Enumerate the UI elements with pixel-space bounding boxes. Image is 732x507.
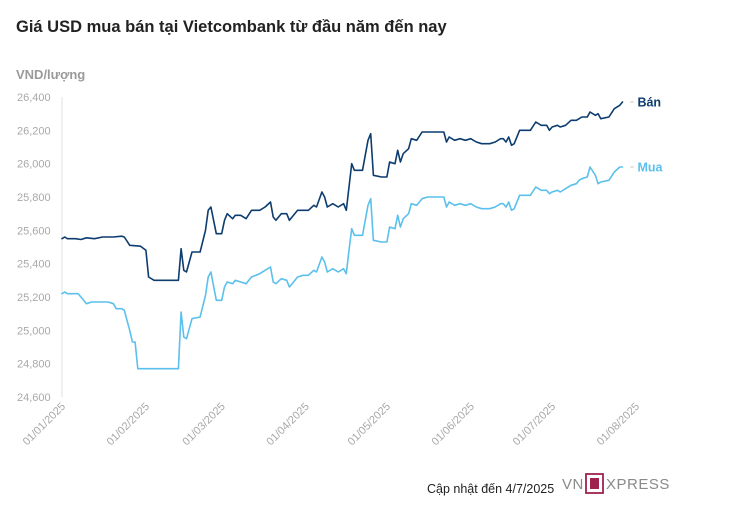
series-label-ban: Bán — [637, 96, 661, 110]
svg-text:XPRESS: XPRESS — [606, 476, 670, 493]
series-labels: Bán Mua — [630, 96, 664, 175]
x-tick-label: 01/06/2025 — [430, 401, 477, 448]
update-note: Cập nhật đến 4/7/2025 — [427, 482, 555, 496]
x-tick-label: 01/02/2025 — [105, 401, 152, 448]
x-tick-label: 01/03/2025 — [180, 401, 227, 448]
x-tick-label: 01/05/2025 — [346, 401, 393, 448]
y-tick-label: 26,200 — [17, 125, 51, 137]
y-tick-label: 25,600 — [17, 225, 51, 237]
y-tick-label: 25,200 — [17, 292, 51, 304]
y-tick-label: 24,800 — [17, 359, 51, 371]
y-tick-label: 26,000 — [17, 159, 51, 171]
vnexpress-logo: VN XPRESS — [562, 473, 670, 494]
x-tick-label: 01/07/2025 — [511, 401, 558, 448]
y-tick-label: 25,400 — [17, 259, 51, 271]
y-tick-label: 25,000 — [17, 325, 51, 337]
svg-text:VN: VN — [562, 476, 584, 493]
series-line-ban — [61, 101, 624, 282]
x-tick-label: 01/01/2025 — [21, 401, 68, 448]
chart-series — [61, 101, 624, 370]
series-line-mua — [61, 166, 624, 370]
x-tick-label: 01/08/2025 — [595, 401, 642, 448]
y-axis-unit-label: VND/lượng — [16, 67, 86, 82]
series-label-mua: Mua — [637, 161, 663, 175]
chart-title: Giá USD mua bán tại Vietcombank từ đầu n… — [16, 18, 447, 36]
x-tick-label: 01/04/2025 — [264, 401, 311, 448]
y-tick-label: 25,800 — [17, 192, 51, 204]
y-tick-label: 24,600 — [17, 392, 51, 404]
y-tick-label: 26,400 — [17, 92, 51, 104]
